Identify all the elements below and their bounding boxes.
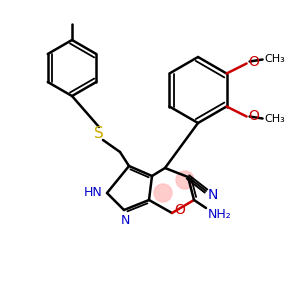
Text: CH₃: CH₃ — [264, 53, 285, 64]
Text: O: O — [248, 110, 259, 124]
Text: HN: HN — [84, 187, 102, 200]
Text: O: O — [175, 203, 185, 217]
Text: N: N — [120, 214, 130, 226]
Circle shape — [154, 184, 172, 202]
Text: CH₃: CH₃ — [264, 113, 285, 124]
Text: O: O — [248, 55, 259, 68]
Text: NH₂: NH₂ — [208, 208, 232, 220]
Circle shape — [176, 171, 194, 189]
Text: S: S — [94, 127, 104, 142]
Text: N: N — [208, 188, 218, 202]
